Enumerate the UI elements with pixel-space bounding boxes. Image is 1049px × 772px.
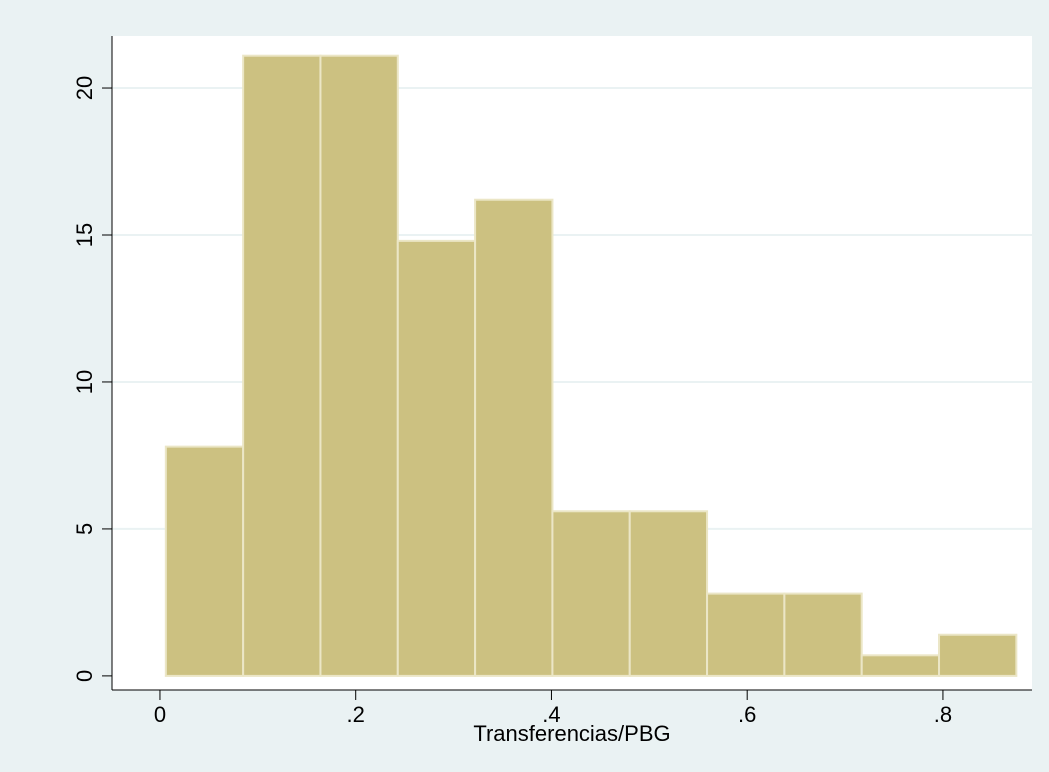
bar — [551, 510, 631, 677]
y-tick-label: 10 — [72, 370, 97, 394]
x-tick-label: 0 — [154, 702, 166, 727]
x-tick-label: .4 — [542, 702, 560, 727]
bar — [242, 54, 322, 677]
bar — [938, 633, 1018, 677]
bar — [164, 445, 245, 677]
x-tick-label: .2 — [347, 702, 365, 727]
bar — [628, 510, 709, 677]
y-tick-label: 5 — [72, 523, 97, 535]
bar — [706, 592, 786, 677]
bar — [319, 54, 399, 677]
y-tick-label: 15 — [72, 223, 97, 247]
y-tick-label: 20 — [72, 76, 97, 100]
x-axis-label: Transferencias/PBG — [473, 721, 670, 746]
bar — [783, 592, 863, 677]
y-tick-label: 0 — [72, 670, 97, 682]
x-tick-label: .8 — [934, 702, 952, 727]
bar — [860, 654, 941, 677]
x-tick-label: .6 — [738, 702, 756, 727]
bar — [474, 198, 554, 677]
bar — [396, 239, 477, 677]
